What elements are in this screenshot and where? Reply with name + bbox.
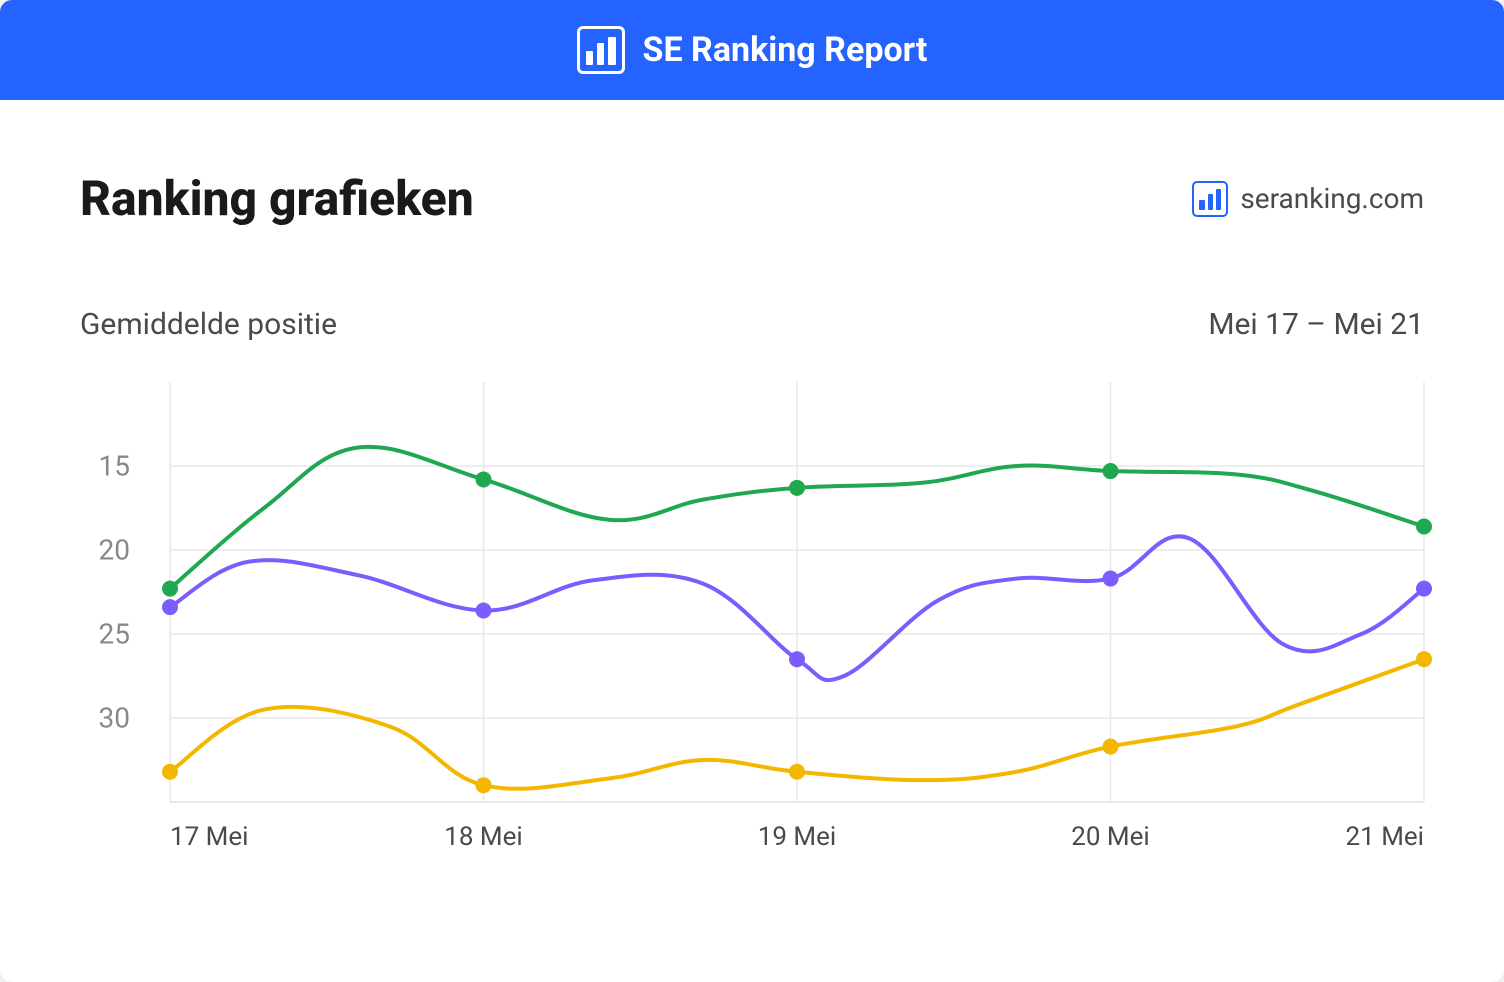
chart-subtitle: Gemiddelde positie: [80, 307, 337, 342]
page-title: Ranking grafieken: [80, 170, 474, 227]
brand: seranking.com: [1192, 181, 1424, 217]
y-axis-tick-label: 15: [99, 450, 130, 483]
report-header: SE Ranking Report: [0, 0, 1504, 100]
x-axis-tick-label: 17 Mei: [170, 822, 248, 852]
chart-plot: [170, 382, 1424, 802]
report-content: Ranking grafieken seranking.com Gemiddel…: [0, 100, 1504, 902]
bar-chart-icon: [577, 26, 625, 74]
chart-date-range: Mei 17 – Mei 21: [1208, 307, 1424, 342]
x-axis-tick-label: 21 Mei: [1346, 822, 1424, 852]
x-axis-tick-label: 20 Mei: [1071, 822, 1149, 852]
chart-svg: [170, 382, 1424, 802]
chart-header: Gemiddelde positie Mei 17 – Mei 21: [80, 307, 1424, 342]
bar-chart-icon: [1192, 181, 1228, 217]
y-axis-tick-label: 25: [99, 618, 130, 651]
header-title: SE Ranking Report: [643, 30, 928, 70]
y-axis-tick-label: 20: [99, 534, 130, 567]
x-axis-labels: 17 Mei 18 Mei 19 Mei 20 Mei 21 Mei: [170, 822, 1424, 862]
report-container: SE Ranking Report Ranking grafieken sera…: [0, 0, 1504, 982]
y-axis-labels: 15 20 25 30: [80, 382, 150, 802]
y-axis-tick-label: 30: [99, 702, 130, 735]
chart-area: 15 20 25 30 17 Mei 18 Mei 19 Mei 20 Mei 21 Mei: [80, 382, 1424, 862]
brand-text: seranking.com: [1240, 182, 1424, 215]
x-axis-tick-label: 18 Mei: [444, 822, 522, 852]
x-axis-tick-label: 19 Mei: [758, 822, 836, 852]
title-row: Ranking grafieken seranking.com: [80, 170, 1424, 227]
